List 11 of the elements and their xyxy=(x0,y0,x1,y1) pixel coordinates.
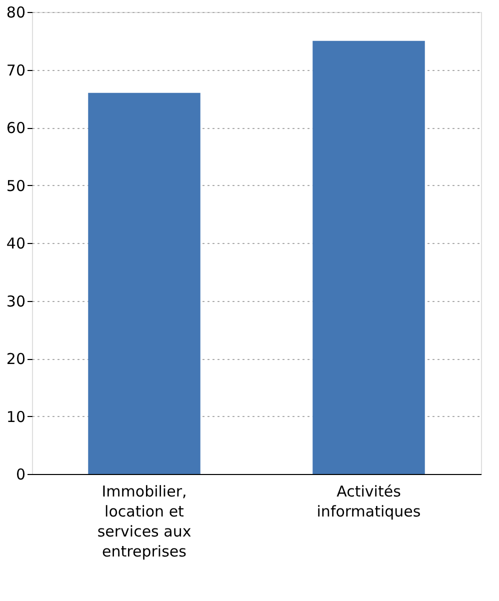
y-tick-label: 60 xyxy=(6,119,26,137)
y-tick-label: 40 xyxy=(6,234,26,252)
x-tick-label: Activités informatiques xyxy=(316,482,421,520)
y-tick-label: 30 xyxy=(6,292,26,310)
x-tick-label: Immobilier, location et services aux entreprises xyxy=(97,482,192,560)
y-tick-label: 10 xyxy=(6,408,26,426)
y-tick-label: 0 xyxy=(16,466,26,484)
y-tick-label: 80 xyxy=(6,4,26,22)
y-tick-label: 50 xyxy=(6,176,26,195)
y-tick-label: 70 xyxy=(6,61,26,80)
y-tick-label: 20 xyxy=(6,350,26,368)
